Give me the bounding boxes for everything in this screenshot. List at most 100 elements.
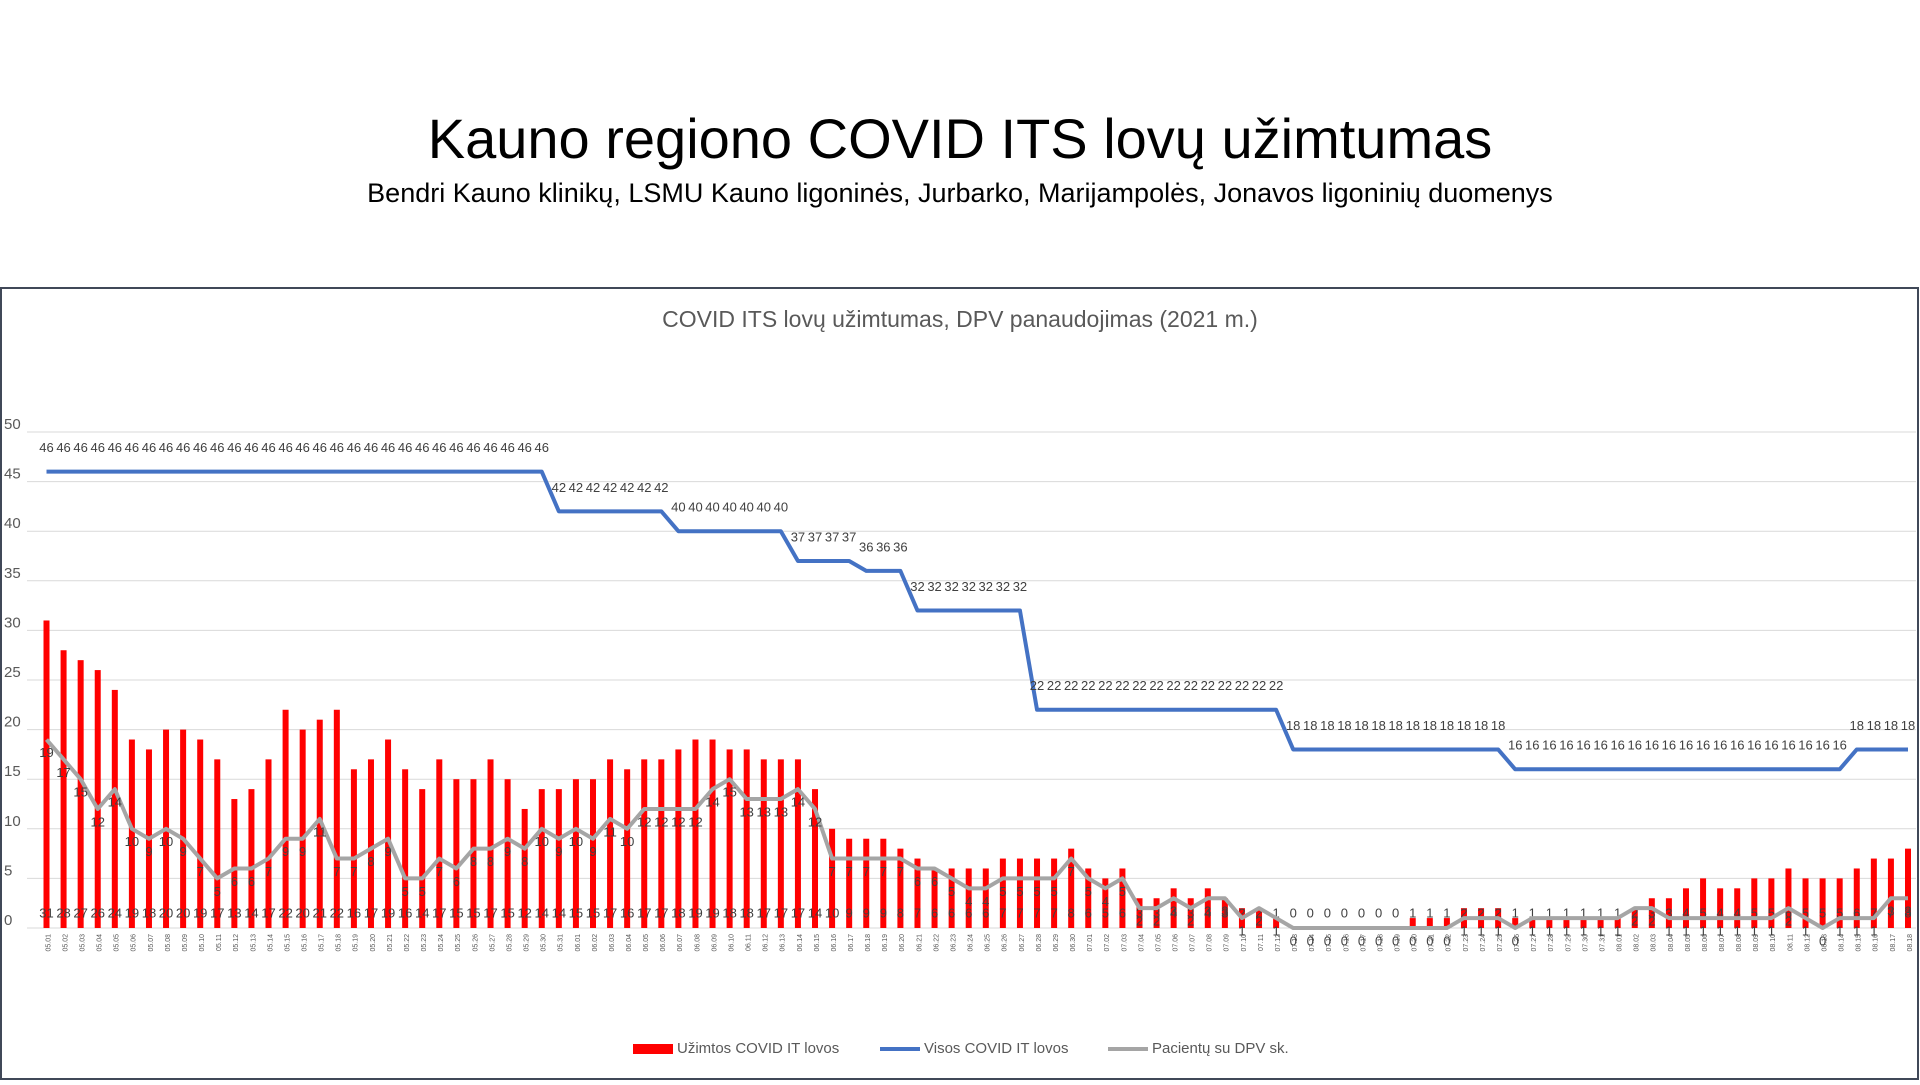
- bar-value-label: 2: [1460, 905, 1467, 920]
- line-value-label: 18: [1320, 718, 1334, 733]
- x-tick-label: 05.22: [404, 934, 411, 952]
- line-value-label: 0: [1307, 933, 1314, 948]
- x-tick-label: 05.12: [233, 934, 240, 952]
- line-value-label: 22: [1218, 678, 1232, 693]
- line-value-label: 32: [927, 579, 941, 594]
- line-value-label: 42: [620, 480, 634, 495]
- bar-value-label: 14: [415, 905, 429, 920]
- x-tick-label: 05.16: [302, 934, 309, 952]
- line-value-label: 6: [231, 874, 238, 889]
- line-value-label: 19: [39, 745, 53, 760]
- y-tick-label: 25: [4, 664, 21, 681]
- bar-value-label: 13: [227, 905, 241, 920]
- x-tick-label: 05.20: [370, 934, 377, 952]
- line-value-label: 14: [791, 795, 805, 810]
- bar-value-label: 17: [432, 905, 446, 920]
- bar: [1597, 918, 1604, 928]
- x-tick-label: 05.06: [131, 934, 138, 952]
- x-tick-label: 05.24: [438, 934, 445, 952]
- bar: [402, 769, 409, 928]
- line-value-label: 5: [1119, 884, 1126, 899]
- x-tick-label: 07.02: [1104, 934, 1111, 952]
- x-tick-label: 07.30: [1582, 934, 1589, 952]
- bar: [914, 858, 921, 928]
- bar: [1153, 898, 1160, 928]
- bar: [1136, 898, 1143, 928]
- bar: [231, 799, 238, 928]
- line-value-label: 0: [1512, 933, 1519, 948]
- bar-value-label: 9: [880, 905, 887, 920]
- bar-value-label: 1: [1563, 905, 1570, 920]
- x-tick-label: 06.08: [694, 934, 701, 952]
- bar: [1170, 888, 1177, 928]
- line-value-label: 7: [897, 864, 904, 879]
- bar: [607, 759, 614, 928]
- line-value-label: 18: [1337, 718, 1351, 733]
- bar-value-label: 0: [1375, 905, 1382, 920]
- line-value-label: 22: [1166, 678, 1180, 693]
- y-tick-label: 40: [4, 515, 21, 532]
- line-value-label: 22: [1064, 678, 1078, 693]
- bar: [1734, 888, 1741, 928]
- x-tick-label: 08.15: [1856, 934, 1863, 952]
- line-value-label: 12: [808, 814, 822, 829]
- line: [46, 469, 1908, 772]
- bar: [214, 759, 221, 928]
- bar-value-label: 6: [1785, 905, 1792, 920]
- bar: [863, 838, 870, 928]
- x-tick-label: 07.12: [1275, 934, 1282, 952]
- bar: [589, 779, 596, 928]
- line-value-label: 32: [1013, 579, 1027, 594]
- x-tick-label: 05.21: [387, 934, 394, 952]
- line-value-label: 4: [982, 894, 989, 909]
- bar: [1717, 888, 1724, 928]
- bar-value-label: 20: [159, 905, 173, 920]
- bar: [794, 759, 801, 928]
- bar: [1119, 868, 1126, 928]
- line-value-label: 46: [176, 440, 190, 455]
- line-value-label: 32: [996, 579, 1010, 594]
- bar: [367, 759, 374, 928]
- line-value-label: 22: [1183, 678, 1197, 693]
- bar-value-label: 1: [1443, 905, 1450, 920]
- x-tick-label: 05.01: [45, 934, 52, 952]
- bar-value-label: 1: [1512, 905, 1519, 920]
- line-value-label: 6: [248, 874, 255, 889]
- bar-value-label: 0: [1392, 905, 1399, 920]
- legend-label: Pacientų su DPV sk.: [1152, 1040, 1289, 1057]
- line-value-label: 46: [432, 440, 446, 455]
- bar-value-label: 0: [1341, 905, 1348, 920]
- line-value-label: 1: [1682, 924, 1689, 939]
- bar-value-label: 20: [176, 905, 190, 920]
- line-value-label: 1: [1238, 924, 1245, 939]
- bar: [1221, 898, 1228, 928]
- x-tick-label: 05.23: [421, 934, 428, 952]
- line-value-label: 22: [1201, 678, 1215, 693]
- bar-value-label: 19: [381, 905, 395, 920]
- bar-value-label: 28: [56, 905, 70, 920]
- bar: [760, 759, 767, 928]
- line-value-label: 1: [1580, 924, 1587, 939]
- line-value-label: 13: [739, 804, 753, 819]
- line-value-label: 18: [1850, 718, 1864, 733]
- x-tick-label: 05.10: [199, 934, 206, 952]
- x-tick-label: 07.05: [1155, 934, 1162, 952]
- line-value-label: 12: [688, 814, 702, 829]
- line-value-label: 0: [1358, 933, 1365, 948]
- line-value-label: 1: [1836, 924, 1843, 939]
- bar-value-label: 2: [1238, 905, 1245, 920]
- x-tick-label: 06.12: [763, 934, 770, 952]
- line-value-label: 1: [1768, 924, 1775, 939]
- line-value-label: 12: [654, 814, 668, 829]
- line-value-label: 16: [1610, 738, 1624, 753]
- bar-value-label: 0: [1290, 905, 1297, 920]
- bar-value-label: 14: [535, 905, 549, 920]
- line-value-label: 4: [965, 894, 972, 909]
- bar: [812, 789, 819, 928]
- line-value-label: 5: [999, 884, 1006, 899]
- line-value-label: 40: [688, 500, 702, 515]
- bar: [1751, 878, 1758, 928]
- x-tick-label: 08.05: [1685, 934, 1692, 952]
- line-value-label: 1: [1870, 924, 1877, 939]
